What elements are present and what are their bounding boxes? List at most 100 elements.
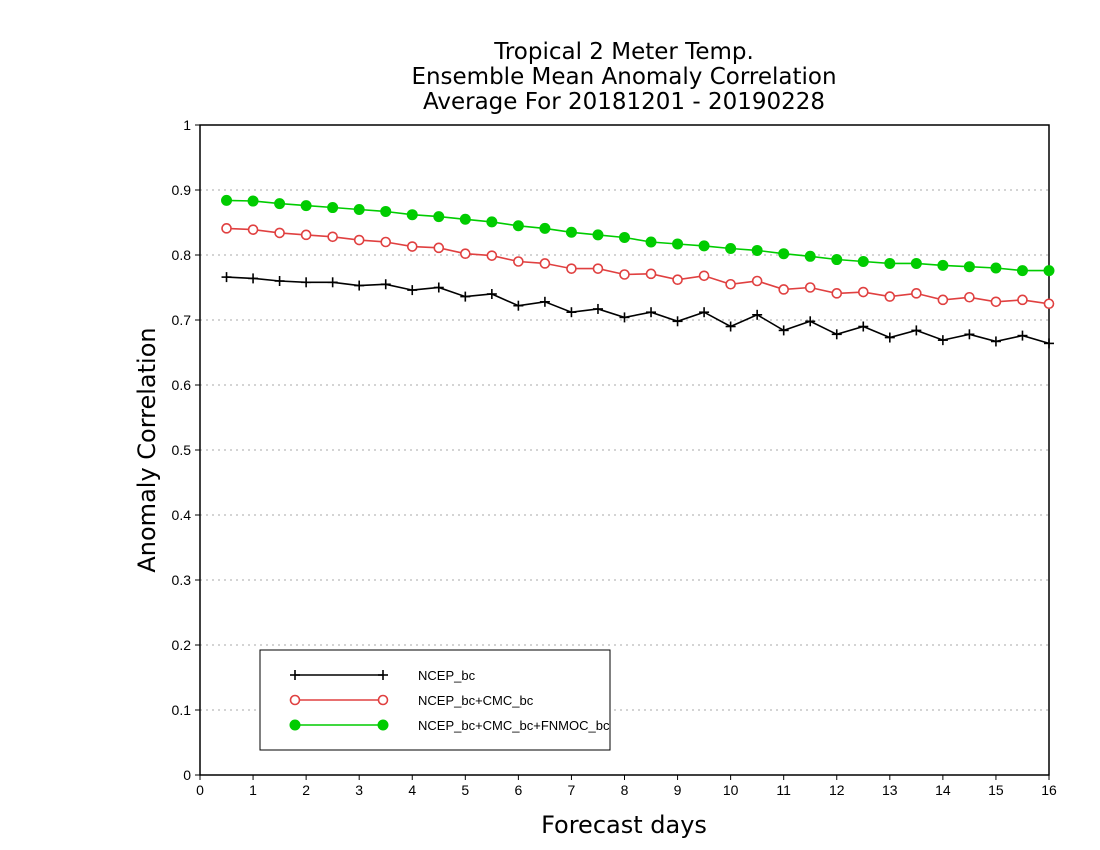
- data-point: [884, 257, 896, 269]
- data-point: [353, 204, 365, 215]
- data-point: [645, 268, 657, 280]
- data-point: [221, 194, 233, 206]
- legend-marker: [378, 670, 388, 680]
- x-tick-label: 1: [249, 782, 257, 798]
- y-tick-label: 0.5: [172, 442, 192, 458]
- legend: NCEP_bc NCEP_bc+CMC_bc NCEP_bc+CMC_bc+FNMO…: [259, 649, 611, 751]
- data-point: [725, 321, 736, 332]
- data-point: [990, 296, 1002, 308]
- data-point: [486, 250, 498, 261]
- data-point: [804, 282, 816, 293]
- legend-marker: [289, 719, 301, 731]
- y-tick-label: 0.2: [172, 637, 192, 653]
- data-point: [805, 316, 816, 327]
- x-tick-label: 15: [988, 782, 1004, 798]
- data-point: [831, 254, 843, 266]
- y-tick-label: 0.7: [172, 312, 192, 328]
- x-tick-label: 7: [568, 782, 576, 798]
- y-tick-label: 0.6: [172, 377, 192, 393]
- data-point: [619, 269, 630, 280]
- data-point: [300, 229, 312, 241]
- data-point: [592, 263, 604, 274]
- data-point: [964, 291, 975, 303]
- legend-label: NCEP_bc+CMC_bc+FNMOC_bc: [418, 718, 610, 733]
- data-point: [274, 276, 285, 286]
- series-2: [221, 223, 1055, 310]
- data-point: [990, 262, 1002, 274]
- data-point: [857, 256, 869, 267]
- y-tick-label: 1: [183, 117, 191, 133]
- legend-item: NCEP_bc+CMC_bc: [289, 693, 534, 708]
- series-1: [221, 272, 1054, 349]
- chart-title-line-2: Ensemble Mean Anomaly Correlation: [411, 64, 836, 90]
- data-point: [566, 307, 577, 318]
- data-point: [698, 270, 710, 282]
- data-point: [751, 244, 763, 256]
- x-tick-label: 4: [408, 782, 416, 798]
- data-point: [990, 336, 1001, 347]
- data-point: [911, 288, 922, 299]
- y-tick-label: 0.8: [172, 247, 192, 263]
- legend-marker: [377, 719, 389, 731]
- data-point: [301, 277, 312, 288]
- x-tick-label: 8: [621, 782, 629, 798]
- data-point: [380, 236, 392, 248]
- grid-lines: [200, 189, 1049, 711]
- data-point: [539, 258, 551, 269]
- data-point: [619, 231, 630, 243]
- data-point: [884, 291, 896, 302]
- data-point: [247, 195, 259, 207]
- legend-marker: [377, 694, 389, 706]
- data-point: [963, 261, 975, 273]
- data-point: [513, 256, 524, 267]
- data-point: [486, 216, 498, 228]
- x-tick-label: 0: [196, 782, 204, 798]
- data-point: [911, 325, 922, 336]
- data-point: [380, 279, 391, 290]
- data-point: [1043, 298, 1055, 310]
- data-point: [354, 280, 365, 291]
- y-tick-label: 0.4: [172, 507, 192, 523]
- data-point: [645, 236, 657, 248]
- data-point: [778, 325, 789, 336]
- data-point: [698, 240, 710, 252]
- data-point: [646, 307, 657, 318]
- data-point: [327, 202, 339, 214]
- axis-ticks: 00.10.20.30.40.50.60.70.80.910 1 2 3 4 5 6 7 8 9 1…: [172, 117, 1057, 798]
- data-point: [1043, 265, 1055, 277]
- data-point: [486, 289, 497, 299]
- data-point: [1017, 330, 1028, 341]
- data-point: [221, 223, 232, 234]
- data-point: [857, 286, 869, 298]
- data-point: [725, 278, 736, 290]
- data-point: [672, 316, 683, 327]
- data-point: [433, 282, 444, 293]
- data-point: [353, 234, 365, 246]
- x-tick-label: 14: [935, 782, 951, 798]
- series-line: [226, 276, 1050, 345]
- series-layer: [221, 194, 1055, 349]
- data-point: [433, 211, 445, 223]
- series-line: [226, 199, 1049, 272]
- chart-title-line-1: Tropical 2 Meter Temp.: [493, 39, 754, 65]
- data-point: [751, 275, 763, 287]
- data-point: [1044, 338, 1054, 349]
- x-axis-title: Forecast days: [541, 811, 707, 839]
- x-tick-label: 10: [723, 782, 739, 798]
- x-tick-label: 9: [674, 782, 682, 798]
- y-tick-label: 0.9: [172, 182, 192, 198]
- data-point: [884, 332, 895, 343]
- data-point: [778, 284, 789, 295]
- data-point: [221, 272, 232, 283]
- data-point: [565, 226, 577, 238]
- y-tick-label: 0: [183, 767, 191, 783]
- data-point: [964, 329, 975, 340]
- legend-item: NCEP_bc+CMC_bc+FNMOC_bc: [289, 718, 610, 733]
- data-point: [672, 274, 683, 286]
- data-point: [910, 257, 922, 269]
- data-point: [804, 250, 816, 262]
- data-point: [406, 241, 418, 252]
- x-tick-label: 3: [355, 782, 363, 798]
- data-point: [380, 205, 392, 217]
- legend-label: NCEP_bc: [418, 668, 476, 683]
